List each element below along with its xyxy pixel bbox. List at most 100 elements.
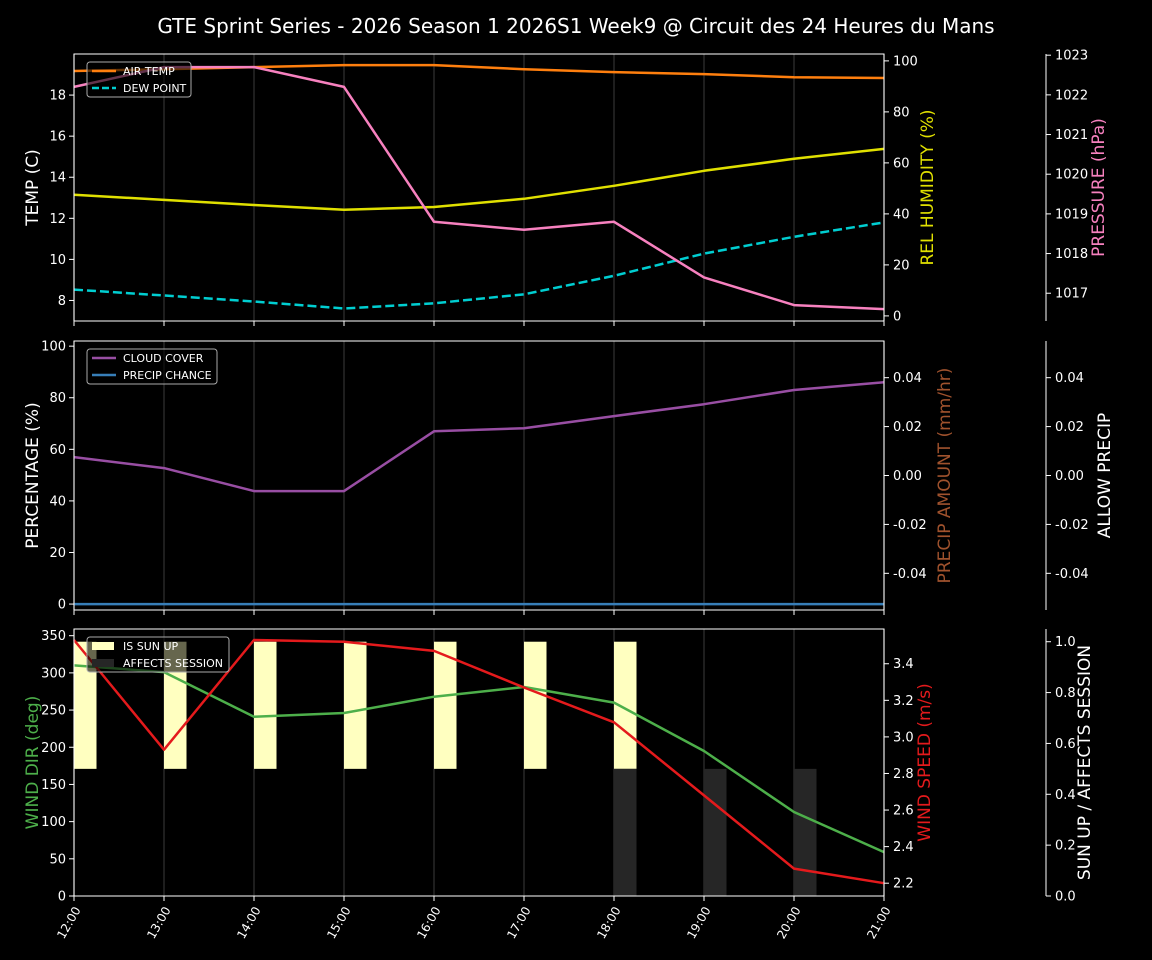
subplot-1: 8 10 12 14 16 18 TEMP (C) 0 20 40 60 80 100 REL HUMID… [23, 49, 1109, 326]
right-y-tick-label: 40 [893, 207, 910, 222]
right-y-tick-label: -0.02 [1055, 518, 1089, 533]
y-tick-label: 0 [58, 890, 66, 905]
right-y-tick-label: 1017 [1055, 287, 1088, 302]
bar-is-sun-up [434, 641, 457, 769]
right-y-tick-label: 3.2 [893, 694, 914, 709]
x-tick-label: 15:00 [324, 904, 353, 941]
right-y-tick-label: 0.04 [893, 371, 922, 386]
right-y-tick-label: 3.0 [893, 730, 914, 745]
y-tick-label: 18 [49, 89, 66, 104]
right-y-tick-label: 0.0 [1055, 890, 1076, 905]
legend-box [86, 636, 230, 673]
subplot-3: 12:00 13:00 14:00 15:00 16:00 17:00 18:00 19:00… [23, 628, 1095, 941]
y-tick-label: 8 [58, 294, 66, 309]
x-tick-label: 12:00 [54, 904, 83, 941]
right-axis-label: REL HUMIDITY (%) [918, 109, 938, 265]
right-y-tick-label: 20 [893, 258, 910, 273]
right-y-tick-label: 0.8 [1055, 686, 1076, 701]
y-axis-label: TEMP (C) [23, 149, 43, 227]
chart-title: GTE Sprint Series - 2026 Season 1 2026S1… [157, 14, 995, 38]
y-tick-label: 250 [41, 704, 66, 719]
right-y-tick-label: 1023 [1055, 49, 1088, 64]
right-y-tick-label: 2.2 [893, 877, 914, 892]
legend: AIR TEMP DEW POINT [86, 61, 192, 98]
y-tick-label: 100 [41, 340, 66, 355]
right-y-tick-label: 2.6 [893, 804, 914, 819]
right-y-tick-label: 1021 [1055, 128, 1088, 143]
y-tick-label: 50 [49, 852, 66, 867]
y-tick-label: 12 [49, 212, 66, 227]
series-line-wind-dir-deg- [73, 664, 885, 854]
right-y-tick-label: 0.00 [1055, 469, 1084, 484]
x-tick-label: 18:00 [594, 904, 623, 941]
right-y-tick-label: 0.2 [1055, 839, 1076, 854]
right-y-tick-label: 1020 [1055, 168, 1088, 183]
bar-is-sun-up [344, 641, 367, 769]
bar-affects-session [704, 768, 727, 896]
x-tick-label: 17:00 [504, 904, 533, 941]
x-tick-label: 13:00 [144, 904, 173, 941]
right-y-tick-label: 0.02 [1055, 420, 1084, 435]
bar-affects-session [614, 768, 637, 896]
right-axis-label: PRESSURE (hPa) [1089, 118, 1109, 257]
y-tick-label: 20 [49, 546, 66, 561]
right-y-tick-label: 1018 [1055, 247, 1088, 262]
x-tick-label: 20:00 [774, 904, 803, 941]
right-y-tick-label: 0.04 [1055, 371, 1084, 386]
legend: CLOUD COVER PRECIP CHANCE [86, 348, 218, 385]
bar-is-sun-up [254, 641, 277, 769]
right-y-tick-label: 1022 [1055, 88, 1088, 103]
y-tick-label: 0 [58, 598, 66, 613]
right-y-tick-label: 1.0 [1055, 635, 1076, 650]
legend-entry: AFFECTS SESSION [123, 657, 223, 670]
x-tick-label: 16:00 [414, 904, 443, 941]
legend-entry: PRECIP CHANCE [123, 369, 212, 382]
right-y-tick-label: 100 [893, 54, 918, 69]
y-tick-label: 300 [41, 666, 66, 681]
y-tick-label: 200 [41, 741, 66, 756]
legend-entry: DEW POINT [123, 82, 187, 95]
legend-swatch [92, 659, 114, 667]
right-y-tick-label: -0.04 [1055, 567, 1089, 582]
x-tick-label: 21:00 [864, 904, 893, 941]
right-axis-label: SUN UP / AFFECTS SESSION [1075, 645, 1095, 880]
legend: IS SUN UP AFFECTS SESSION [86, 636, 230, 673]
right-axis-label: WIND SPEED (m/s) [915, 683, 935, 841]
right-y-tick-label: 60 [893, 156, 910, 171]
right-y-tick-label: 2.4 [893, 840, 914, 855]
y-axis-label: WIND DIR (deg) [23, 696, 43, 830]
y-tick-label: 40 [49, 494, 66, 509]
y-tick-label: 350 [41, 629, 66, 644]
series-line-pressure-hpa- [73, 65, 885, 311]
right-y-tick-label: -0.04 [893, 567, 927, 582]
right-y-tick-label: 0 [893, 309, 901, 324]
y-tick-label: 10 [49, 253, 66, 268]
right-y-tick-label: 0.02 [893, 420, 922, 435]
series-line-rel-humidity- [73, 147, 885, 212]
series-line-cloud-cover [73, 381, 885, 493]
y-tick-label: 80 [49, 391, 66, 406]
y-axis-label: PERCENTAGE (%) [23, 402, 43, 548]
plot-frame [73, 53, 885, 322]
x-tick-label: 14:00 [234, 904, 263, 941]
legend-box [86, 348, 218, 385]
right-y-tick-label: 80 [893, 105, 910, 120]
y-tick-label: 60 [49, 443, 66, 458]
y-tick-label: 150 [41, 778, 66, 793]
bar-affects-session [794, 768, 817, 896]
bar-is-sun-up [524, 641, 547, 769]
right-y-tick-label: 0.6 [1055, 737, 1076, 752]
legend-entry: IS SUN UP [123, 640, 179, 653]
legend-entry: AIR TEMP [123, 65, 175, 78]
bar-is-sun-up [74, 641, 97, 769]
right-axis-label: ALLOW PRECIP [1095, 413, 1115, 539]
right-y-tick-label: -0.02 [893, 518, 927, 533]
series-line-wind-speed-m-s- [73, 638, 885, 885]
right-y-tick-label: 0.4 [1055, 788, 1076, 803]
legend-entry: CLOUD COVER [123, 352, 204, 365]
y-tick-label: 16 [49, 130, 66, 145]
legend-swatch [92, 642, 114, 650]
right-axis-label: PRECIP AMOUNT (mm/hr) [935, 368, 955, 584]
y-tick-label: 100 [41, 815, 66, 830]
